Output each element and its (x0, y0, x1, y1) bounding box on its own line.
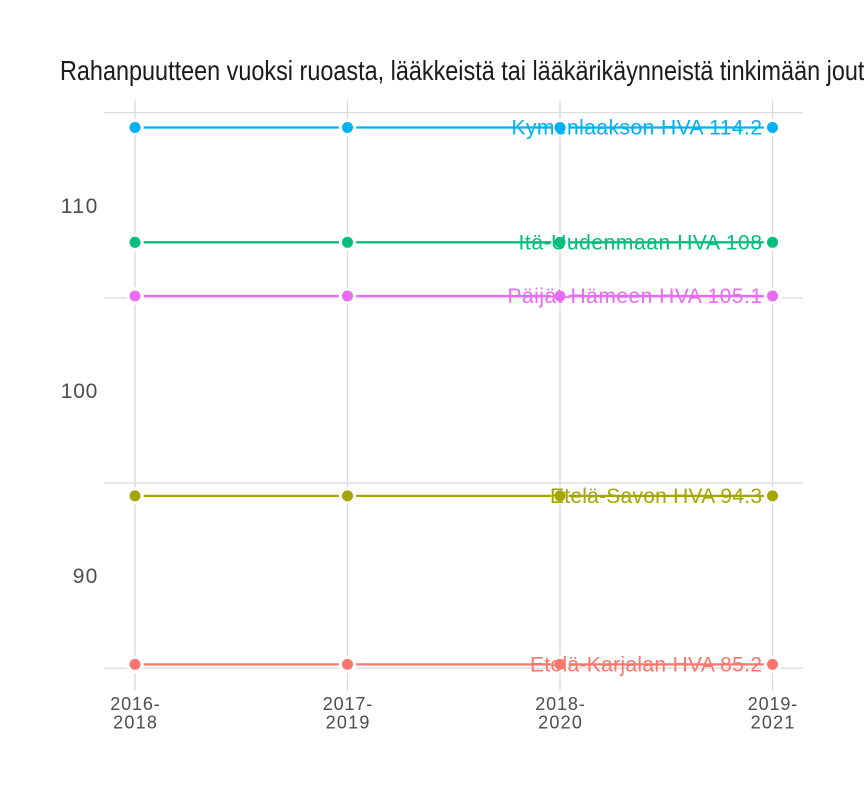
svg-text:Kymenlaakson HVA 114.2: Kymenlaakson HVA 114.2 (512, 117, 763, 140)
svg-text:2019: 2019 (326, 713, 370, 733)
svg-text:110: 110 (61, 195, 98, 218)
svg-text:Rahanpuutteen vuoksi ruoasta,: Rahanpuutteen vuoksi ruoasta, lääkkeistä… (60, 55, 864, 86)
svg-text:2018: 2018 (113, 713, 157, 733)
svg-text:Etelä-Savon HVA 94.3: Etelä-Savon HVA 94.3 (550, 485, 762, 508)
svg-text:Päijät-Hämeen HVA 105.1: Päijät-Hämeen HVA 105.1 (508, 285, 763, 308)
svg-text:Etelä-Karjalan HVA 85.2: Etelä-Karjalan HVA 85.2 (530, 654, 762, 677)
svg-text:2018-: 2018- (535, 694, 584, 714)
svg-text:Itä-Uudenmaan HVA 108: Itä-Uudenmaan HVA 108 (519, 232, 763, 255)
svg-text:100: 100 (61, 380, 98, 403)
svg-text:2016-: 2016- (110, 694, 159, 714)
svg-text:2020: 2020 (538, 713, 582, 733)
svg-text:2021: 2021 (751, 713, 795, 733)
svg-text:90: 90 (73, 565, 98, 588)
svg-text:2017-: 2017- (323, 694, 372, 714)
svg-text:2019-: 2019- (748, 694, 797, 714)
